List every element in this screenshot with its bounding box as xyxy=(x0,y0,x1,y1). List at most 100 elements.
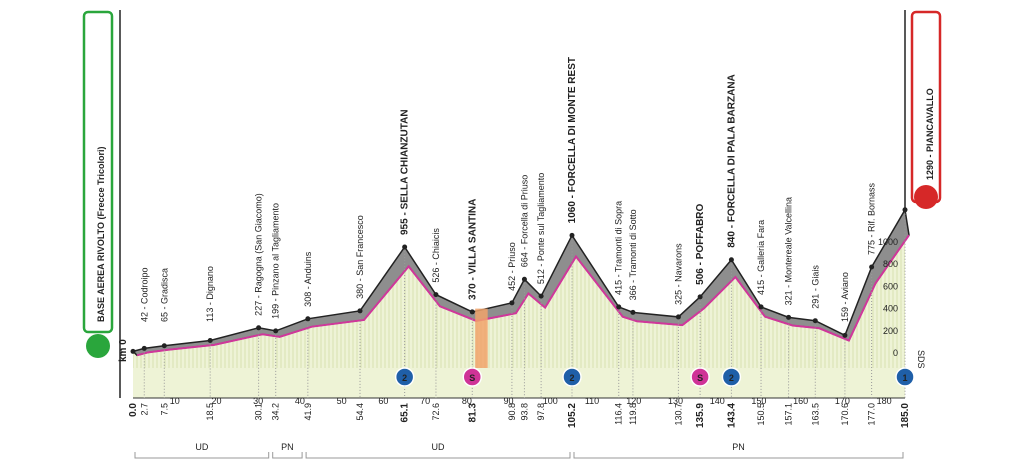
place-label: 955 - SELLA CHIANZUTAN xyxy=(400,109,411,235)
finish-label: 1290 - PIANCAVALLO xyxy=(925,88,935,180)
place-point xyxy=(697,294,703,300)
km-label: 177.0 xyxy=(867,403,877,426)
place-point xyxy=(616,304,622,310)
place-separator: - xyxy=(355,276,365,284)
place-point xyxy=(786,314,792,320)
km-tick: 180 xyxy=(877,396,892,406)
place-separator: - xyxy=(628,277,638,285)
place-altitude: 308 xyxy=(303,292,313,307)
km-tick: 80 xyxy=(462,396,472,406)
place-label: 775 - Rif. Bornass xyxy=(867,182,877,255)
place-name: Codroipo xyxy=(139,267,149,304)
place-point xyxy=(538,293,544,299)
place-altitude: 512 xyxy=(536,269,546,284)
place-point xyxy=(569,232,575,238)
icon-label: 2 xyxy=(402,373,407,383)
region-bracket xyxy=(272,452,303,459)
place-label: 159 - Aviano xyxy=(840,272,850,322)
place-label: 452 - Priuso xyxy=(507,242,517,291)
place-label: 42 - Codroipo xyxy=(139,267,149,322)
km-label: 2.7 xyxy=(139,403,149,416)
place-name: Galleria Fara xyxy=(756,220,766,272)
place-label: 840 - FORCELLA DI PALA BARZANA xyxy=(726,74,737,248)
icon-sprint xyxy=(462,367,483,387)
km-label: 185.0 xyxy=(900,403,911,428)
finish-name: PIANCAVALLO xyxy=(925,88,935,152)
place-point xyxy=(161,343,167,349)
km-label: 0.0 xyxy=(128,403,139,417)
region-bracket xyxy=(573,452,904,459)
place-point xyxy=(812,318,818,324)
place-separator: - xyxy=(507,268,517,276)
finish-icon xyxy=(914,185,938,209)
place-point xyxy=(207,337,213,343)
altitude-tick: 800 xyxy=(883,259,898,269)
place-name: Chiaicis xyxy=(431,228,441,260)
place-name: VILLA SANTINA xyxy=(467,199,478,275)
place-name: Ragogna (San Giacomo) xyxy=(254,193,264,293)
place-separator: - xyxy=(536,261,546,269)
km-label: 34.2 xyxy=(271,403,281,421)
km-tick: 130 xyxy=(668,396,683,406)
place-point xyxy=(842,332,848,338)
place-label: 415 - Galleria Fara xyxy=(756,220,766,295)
place-altitude: 321 xyxy=(784,290,794,305)
place-altitude: 840 xyxy=(726,231,737,248)
icon-label: S xyxy=(697,373,703,383)
icon-label: 2 xyxy=(569,373,574,383)
place-point xyxy=(141,345,147,351)
place-separator: - xyxy=(271,296,281,304)
place-label: 199 - Pinzano al Tagliamento xyxy=(271,203,281,319)
place-label: 321 - Montereale Valcellina xyxy=(784,197,794,305)
place-name: Navarons xyxy=(673,243,683,282)
km-label: 135.9 xyxy=(695,403,706,428)
start-box xyxy=(82,10,114,334)
place-altitude: 65 xyxy=(159,312,169,322)
place-separator: - xyxy=(431,260,441,268)
km-tick: 120 xyxy=(626,396,641,406)
km-tick: 90 xyxy=(504,396,514,406)
km-label: 81.3 xyxy=(467,403,478,423)
km-label: 130.7 xyxy=(673,403,683,426)
place-label: 113 - Dignano xyxy=(205,266,215,322)
start-name: BASE AEREA RIVOLTO (Frecce Tricolori) xyxy=(96,146,106,322)
icon-sprint xyxy=(690,367,710,387)
km-label: 18.5 xyxy=(205,403,215,421)
km-tick: 30 xyxy=(253,396,263,406)
place-label: 325 - Navarons xyxy=(673,243,683,305)
place-label: 291 - Giais xyxy=(810,265,820,309)
place-altitude: 113 xyxy=(205,308,215,322)
place-point xyxy=(273,328,279,334)
km-label: 105.2 xyxy=(567,403,578,428)
km-tick: 40 xyxy=(295,396,305,406)
km-label: 90.8 xyxy=(507,403,517,421)
km-label: 93.8 xyxy=(519,403,529,421)
region-name: PN xyxy=(281,442,294,452)
place-point xyxy=(433,292,439,298)
km-label: 30.1 xyxy=(254,403,264,421)
km-label: 150.5 xyxy=(756,403,766,426)
place-point xyxy=(521,276,527,282)
place-separator: - xyxy=(673,282,683,290)
icon-label: S xyxy=(469,373,475,383)
place-name: POFFABRO xyxy=(695,203,706,259)
region-name: PN xyxy=(732,442,745,452)
km-strip xyxy=(133,368,906,398)
km-label: 41.9 xyxy=(303,403,313,421)
place-separator: - xyxy=(810,286,820,294)
place-name: Tramonti di Sopra xyxy=(614,201,624,272)
place-label: 227 - Ragogna (San Giacomo) xyxy=(254,193,264,316)
place-point xyxy=(469,309,475,315)
profile-ground xyxy=(133,209,906,368)
place-point xyxy=(758,304,764,310)
place-label: 1060 - FORCELLA DI MONTE REST xyxy=(567,57,578,223)
place-label: 370 - VILLA SANTINA xyxy=(467,199,478,300)
place-label: 664 - Forcella di Priuso xyxy=(519,175,529,268)
altitude-tick: 400 xyxy=(883,304,898,314)
place-altitude: 325 xyxy=(673,290,683,305)
place-altitude: 366 xyxy=(628,285,638,300)
km-label: 54.4 xyxy=(355,403,365,421)
region-name: UD xyxy=(432,442,445,452)
place-altitude: 291 xyxy=(810,294,820,309)
place-point xyxy=(305,316,311,322)
